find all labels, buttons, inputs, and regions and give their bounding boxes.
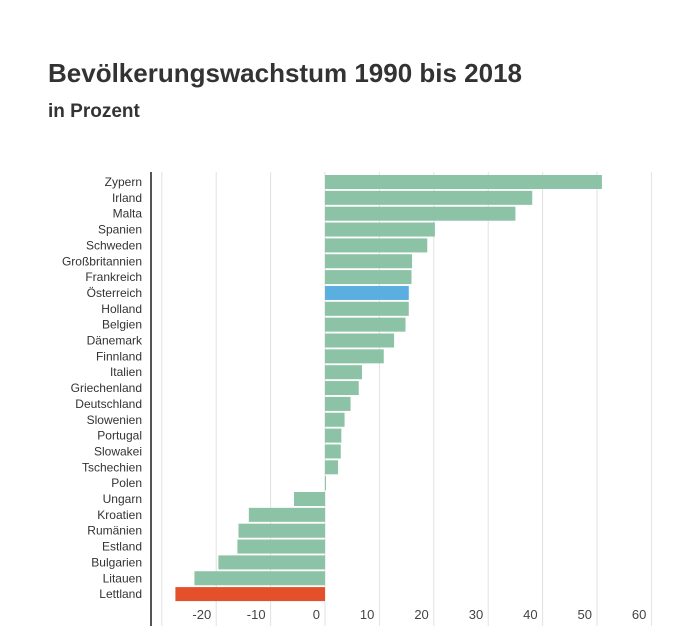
category-label: Belgien [102,318,142,332]
bar-irland [325,190,533,205]
bar-rumänien [238,523,325,538]
category-label: Italien [110,365,142,379]
bar-schweden [325,238,428,253]
category-label: Lettland [99,587,142,601]
x-tick-label: 10 [360,607,374,622]
bar-zypern [325,175,602,189]
x-tick-label: -10 [247,607,266,622]
bar-deutschland [325,396,351,411]
category-label: Spanien [98,223,142,237]
bar-großbritannien [325,254,413,269]
bar-slowenien [325,412,345,427]
bar-estland [237,539,325,554]
category-label: Dänemark [87,334,143,348]
x-tick-label: 0 [313,607,320,622]
bar-ungarn [293,492,325,506]
category-label: Zypern [105,175,142,189]
bar-holland [325,301,409,316]
x-tick-label: 30 [469,607,483,622]
bar-tschechien [325,460,339,475]
bar-polen [325,476,326,491]
bar-belgien [325,317,406,332]
bar-lettland [175,587,325,602]
category-label: Kroatien [97,508,142,522]
bar-malta [325,206,516,221]
category-label: Irland [112,191,142,205]
category-label: Großbritannien [62,254,142,268]
category-label: Finnland [96,349,142,363]
category-label: Griechenland [71,381,142,395]
category-label: Estland [102,540,142,554]
x-tick-label: -20 [192,607,211,622]
category-label: Malta [113,207,143,221]
bar-litauen [194,571,325,586]
x-tick-label: 40 [523,607,537,622]
category-label: Deutschland [75,397,142,411]
bar-italien [325,365,362,380]
category-label: Ungarn [103,492,142,506]
category-label: Österreich [87,286,142,300]
chart-subtitle: in Prozent [48,101,140,122]
category-label: Frankreich [85,270,142,284]
bar-österreich [325,285,409,300]
category-label: Bulgarien [91,555,142,569]
x-tick-label: 60 [632,607,646,622]
category-label: Tschechien [82,460,142,474]
bar-spanien [325,222,435,237]
category-label: Slowenien [87,413,142,427]
bar-frankreich [325,270,412,285]
category-label: Polen [111,476,142,490]
bar-griechenland [325,381,359,396]
bar-kroatien [248,507,325,522]
bar-dänemark [325,333,395,348]
bar-bulgarien [218,555,325,570]
category-label: Rumänien [87,524,142,538]
x-tick-label: 50 [578,607,592,622]
chart-title: Bevölkerungswachstum 1990 bis 2018 [48,58,523,88]
x-tick-label: 20 [414,607,428,622]
bar-portugal [325,428,342,443]
category-label: Portugal [97,429,142,443]
bar-slowakei [325,444,341,459]
category-label: Holland [101,302,142,316]
category-label: Schweden [86,238,142,252]
category-label: Slowakei [94,444,142,458]
bar-finnland [325,349,384,364]
category-label: Litauen [103,571,142,585]
